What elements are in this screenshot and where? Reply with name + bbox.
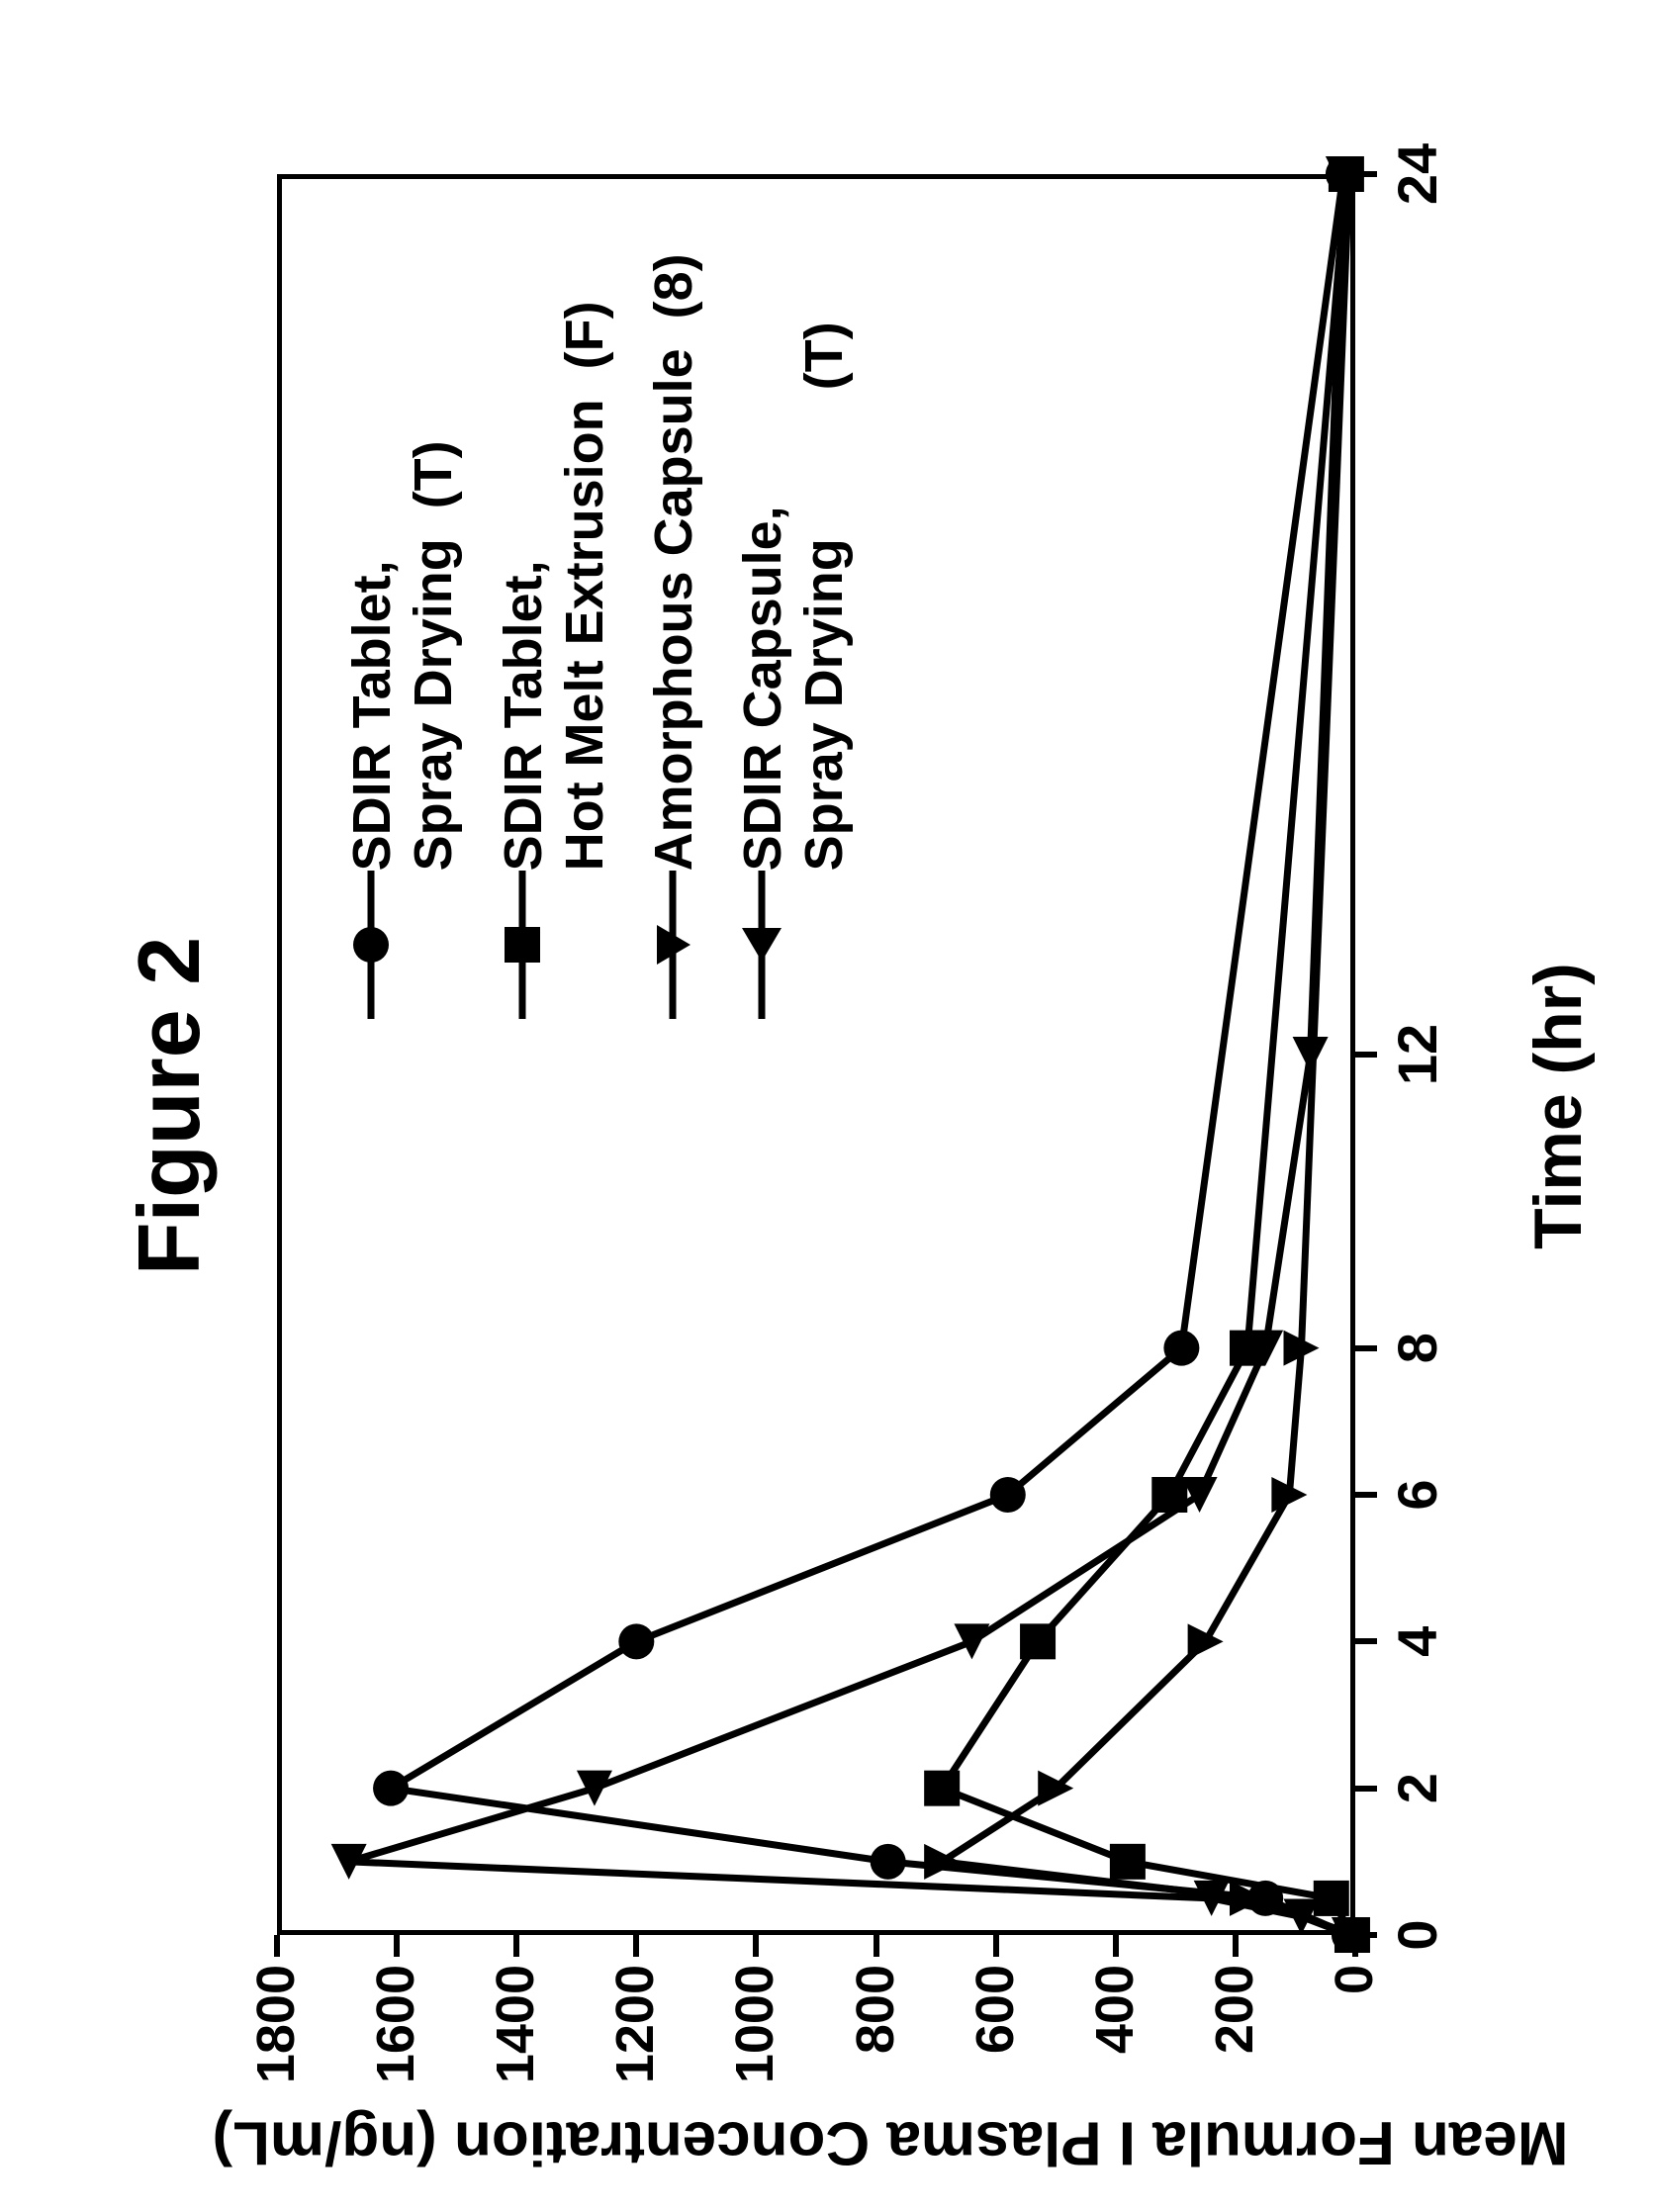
x-tick-label: 8 (1385, 1289, 1449, 1408)
series-marker-1 (1020, 1623, 1056, 1659)
legend-marker-icon (732, 871, 791, 1019)
legend-marker-icon (341, 871, 401, 1019)
series-marker-0 (1163, 1331, 1199, 1366)
y-tick-label: 200 (1204, 1965, 1265, 2133)
chart-title: Figure 2 (119, 0, 220, 2212)
series-marker-0 (373, 1771, 409, 1806)
y-tick (1113, 1935, 1119, 1957)
y-tick (633, 1935, 639, 1957)
y-tick-label: 1600 (365, 1965, 426, 2133)
y-tick-label: 1800 (245, 1965, 307, 2133)
y-tick (993, 1935, 999, 1957)
plot-area: 0200400600800100012001400160018000246812… (277, 174, 1355, 1935)
x-tick-label: 6 (1385, 1435, 1449, 1554)
y-tick (874, 1935, 879, 1957)
series-line-2 (942, 174, 1355, 1935)
series-marker-0 (990, 1477, 1026, 1513)
y-tick (753, 1935, 759, 1957)
series-marker-2 (1188, 1623, 1224, 1659)
series-line-1 (942, 174, 1352, 1935)
x-tick (1355, 1638, 1377, 1644)
x-tick (1355, 1492, 1377, 1498)
legend: SDIR Tablet, Spray Drying (T)SDIR Tablet… (341, 253, 882, 1019)
legend-item: SDIR Tablet, Hot Melt Extrusion (F) (493, 253, 615, 1019)
y-tick (394, 1935, 400, 1957)
legend-item: SDIR Capsule, Spray Drying (T) (732, 253, 855, 1019)
x-tick-label: 12 (1385, 995, 1449, 1114)
y-tick-label: 0 (1324, 1965, 1385, 2133)
series-marker-3 (1293, 1037, 1329, 1072)
legend-item: SDIR Tablet, Spray Drying (T) (341, 253, 464, 1019)
series-marker-3 (577, 1771, 612, 1806)
legend-marker-icon (493, 871, 552, 1019)
y-tick-label: 1400 (485, 1965, 546, 2133)
x-axis-label: Time (hr) (1519, 0, 1597, 2212)
legend-marker-icon (643, 871, 702, 1019)
legend-label: SDIR Capsule, Spray Drying (T) (732, 322, 855, 871)
y-tick-label: 1200 (604, 1965, 666, 2133)
legend-label: SDIR Tablet, Spray Drying (T) (341, 440, 464, 871)
series-marker-1 (1314, 1881, 1349, 1916)
y-tick-label: 600 (965, 1965, 1026, 2133)
series-marker-0 (871, 1844, 906, 1880)
x-tick-label: 2 (1385, 1729, 1449, 1848)
y-tick-label: 400 (1084, 1965, 1146, 2133)
x-tick-label: 4 (1385, 1582, 1449, 1701)
x-tick-label: 0 (1385, 1876, 1449, 1994)
series-marker-0 (618, 1623, 654, 1659)
y-tick (274, 1935, 280, 1957)
x-tick (1355, 1052, 1377, 1058)
x-tick (1355, 1786, 1377, 1792)
legend-label: SDIR Tablet, Hot Melt Extrusion (F) (493, 301, 615, 871)
series-marker-2 (924, 1844, 960, 1880)
legend-label: Amorphous Capsule (8) (643, 253, 704, 871)
series-marker-1 (924, 1771, 960, 1806)
y-tick (513, 1935, 519, 1957)
x-tick (1355, 1345, 1377, 1351)
series-marker-3 (954, 1623, 989, 1659)
legend-item: Amorphous Capsule (8) (643, 253, 704, 1019)
x-tick-label: 24 (1385, 115, 1449, 233)
series-marker-1 (1110, 1844, 1146, 1880)
chart-rotated-canvas: Figure 2 Mean Formula I Plasma Concentra… (0, 0, 1656, 2212)
y-tick-label: 800 (845, 1965, 906, 2133)
y-tick (1233, 1935, 1239, 1957)
y-tick-label: 1000 (724, 1965, 785, 2133)
